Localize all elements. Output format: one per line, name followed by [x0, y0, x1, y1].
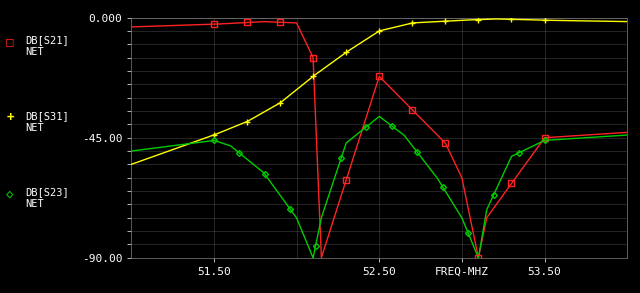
Text: DB[S21]
NET: DB[S21] NET — [26, 35, 69, 57]
Text: DB[S31]
NET: DB[S31] NET — [26, 111, 69, 133]
Text: □: □ — [6, 35, 14, 48]
Text: ◇: ◇ — [6, 188, 14, 200]
Text: +: + — [6, 111, 14, 124]
Text: DB[S23]
NET: DB[S23] NET — [26, 188, 69, 209]
